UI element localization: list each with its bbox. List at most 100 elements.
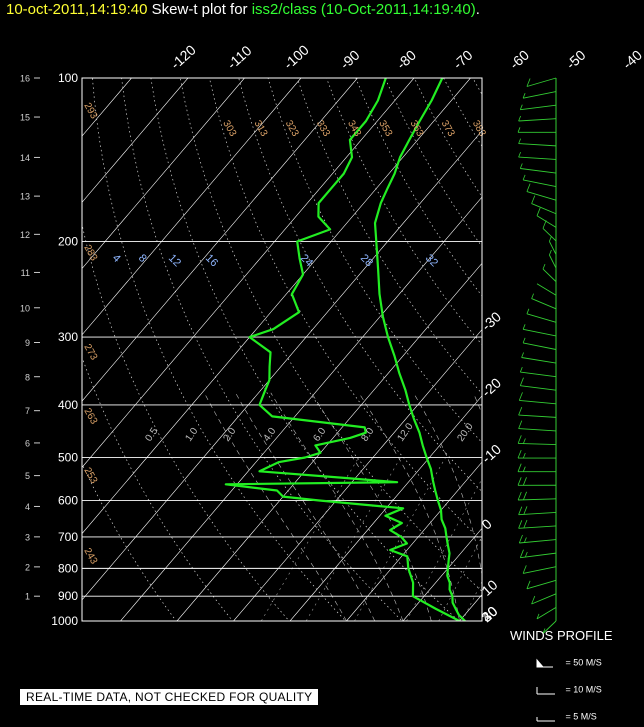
wind-barb-feather [549, 249, 552, 256]
dewpoint-trace [224, 78, 461, 621]
wind-barb-feather [526, 78, 531, 87]
wind-barb-feather [519, 377, 524, 386]
wind-barb-feather [517, 449, 522, 459]
wind-barb [523, 91, 557, 99]
dry-adiabat-line [619, 78, 644, 633]
wind-barb-feather [522, 452, 526, 459]
height-tick-label: 12 [20, 230, 30, 240]
wind-barb [548, 241, 557, 255]
pressure-tick-label: 100 [58, 71, 78, 85]
wind-barb [520, 371, 557, 378]
pressure-tick-label: 300 [58, 330, 78, 344]
mixing-ratio-line [543, 458, 620, 622]
wind-barb-feather [517, 491, 522, 501]
temperature-top-label: -90 [337, 47, 363, 73]
grid-layer [82, 78, 644, 633]
dry-adiabat-line [179, 78, 482, 592]
moist-adiabat-label: 20.0 [455, 421, 475, 444]
wind-legend-5: = 5 M/S [535, 711, 597, 723]
wind-barb [536, 283, 557, 296]
wind-barb-feather [522, 174, 526, 181]
dry-adiabat-label-left: 293 [81, 101, 99, 121]
dry-adiabat-label: 323 [283, 119, 301, 139]
wind-barb [519, 539, 557, 544]
wind-barb-feather [531, 595, 536, 605]
trace-layer [224, 78, 466, 621]
dry-adiabat-label-left: 273 [81, 342, 99, 362]
wind-barb [523, 342, 557, 350]
mixing-ratio-label: 28 [358, 252, 375, 269]
wind-barb [518, 525, 557, 529]
wind-barb-feather [523, 438, 526, 444]
isotherm-line [176, 262, 482, 621]
moist-adiabat-line [203, 392, 347, 621]
wind-barb-feather [517, 127, 521, 133]
pressure-tick-label: 600 [58, 494, 78, 508]
wind-barb [520, 552, 557, 559]
wind-legend-10: = 10 M/S [535, 684, 602, 696]
pressure-tick-label: 900 [58, 589, 78, 603]
height-tick-label: 15 [20, 113, 30, 123]
wind-barb-feather [518, 406, 523, 416]
wind-barb-feather [519, 366, 523, 373]
wind-barb [520, 104, 557, 111]
temperature-top-label: -40 [619, 47, 644, 73]
winds-profile-title: WINDS PROFILE [510, 628, 613, 643]
dry-adiabat-line [82, 356, 234, 621]
isotherm-line [82, 78, 189, 203]
moist-adiabat-label: 0.5 [143, 426, 160, 444]
mixing-ratio-label: 12 [166, 252, 183, 269]
mixing-ratio-label: 4 [110, 252, 123, 265]
title-suffix: . [475, 1, 480, 18]
wind-barb-feather [549, 236, 552, 242]
wind-barb-feather [522, 477, 527, 486]
wind-barb-feather [519, 549, 524, 558]
wind-legend-50-label: = 50 M/S [565, 657, 602, 668]
wind-barb-feather [519, 104, 523, 110]
wind-barb [518, 414, 557, 418]
wind-barb-feather [518, 534, 523, 544]
height-tick-label: 10 [20, 303, 30, 313]
wind-barb-feather [526, 580, 531, 589]
wind-barb-feather [519, 163, 523, 169]
height-tick-label: 13 [20, 192, 30, 202]
wind-barb-feather [518, 151, 521, 158]
plot-title: 10-oct-2011,14:19:40 Skew-t plot for iss… [6, 1, 480, 18]
pressure-tick-label: 800 [58, 561, 78, 575]
wind-barb [531, 298, 557, 310]
wind-legend-5-label: = 5 M/S [565, 711, 597, 722]
wind-barb-feather [531, 293, 534, 299]
dry-adiabat-label: 383 [470, 119, 488, 139]
wind-barb-feather [518, 138, 521, 144]
wind-barb [521, 357, 557, 364]
isotherm-line [629, 78, 644, 621]
wind-barb-feather [518, 506, 523, 515]
wind-barb [536, 607, 557, 620]
mixing-ratio-line [305, 457, 401, 621]
isotherm-line [82, 78, 415, 468]
wind-legend-10-label: = 10 M/S [565, 684, 602, 695]
moist-adiabat-label: 8.0 [359, 426, 376, 444]
wind-barb [531, 203, 557, 215]
wind-barb [526, 191, 557, 201]
dry-adiabat-line [590, 78, 644, 633]
wind-barb-feather [523, 506, 528, 515]
pressure-tick-label: 500 [58, 451, 78, 465]
dry-adiabat-line [150, 78, 460, 621]
wind-barb [518, 511, 557, 516]
wind-barb [526, 579, 557, 590]
dry-adiabat-label: 363 [407, 119, 425, 139]
wind-barb-feather [518, 115, 521, 122]
wind-barb-feather [523, 519, 528, 529]
wind-barb-feather [518, 520, 523, 529]
dry-adiabat-line [443, 78, 482, 147]
isobar-layer [82, 77, 482, 622]
dry-adiabat-label: 333 [314, 119, 332, 139]
wind-barb [542, 268, 557, 282]
dry-adiabat-label: 303 [220, 119, 238, 139]
mixing-ratio-label: 16 [203, 252, 220, 269]
dry-adiabat-line [531, 78, 644, 633]
pressure-tick-label: 1000 [51, 614, 78, 628]
wind-barb-feather [531, 195, 536, 204]
